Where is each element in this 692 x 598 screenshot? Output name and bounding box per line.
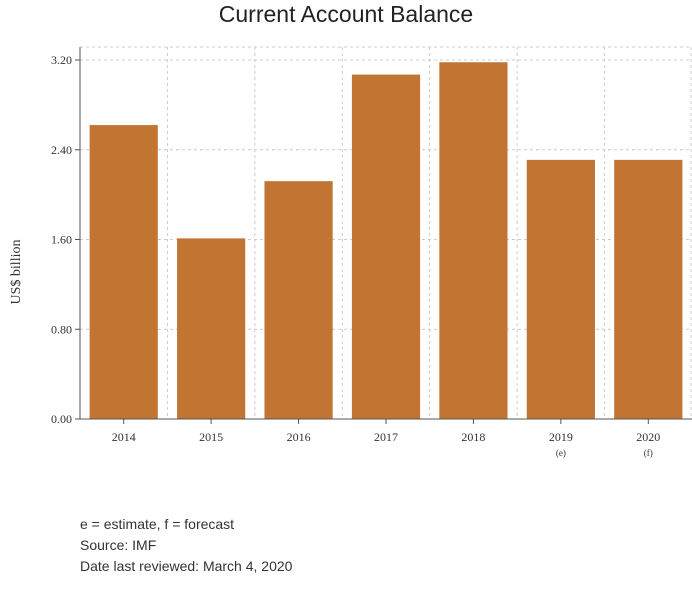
x-tick-note: (e)	[556, 448, 566, 458]
chart-title: Current Account Balance	[218, 1, 474, 27]
footnotes: e = estimate, f = forecast Source: IMF D…	[80, 514, 292, 577]
bar-2017	[351, 74, 421, 419]
y-tick-label: 1.60	[51, 233, 72, 247]
bar-chart: 0.000.801.602.403.20 2014 2015 2016 2017 201…	[9, 46, 692, 458]
bars	[89, 62, 683, 420]
bar-2018	[439, 62, 508, 420]
bar-2020	[614, 159, 683, 420]
x-tick-label: 2018	[461, 430, 485, 444]
bar-2016	[264, 181, 333, 419]
x-tick-labels: 2014 2015 2016 2017 2018 2019 (e) 2020 (f)	[112, 419, 660, 458]
y-axis-label: US$ billion	[9, 240, 24, 305]
x-tick-label: 2015	[199, 430, 223, 444]
y-tick-labels: 0.00 0.80 1.60 2.40 3.20	[51, 53, 72, 426]
y-tick-label: 0.00	[51, 412, 72, 426]
estimate-forecast-note: e = estimate, f = forecast	[80, 516, 235, 532]
y-tick-label: 3.20	[51, 53, 72, 67]
source-note: Source: IMF	[80, 537, 157, 553]
bar-2019	[526, 159, 595, 420]
x-tick-label: 2016	[287, 430, 311, 444]
y-tick-label: 2.40	[51, 143, 72, 157]
x-tick-label: 2019	[549, 430, 573, 444]
date-reviewed-note: Date last reviewed: March 4, 2020	[80, 558, 293, 574]
bar-2014	[89, 125, 158, 419]
x-tick-note: (f)	[644, 448, 653, 458]
x-tick-label: 2017	[374, 430, 398, 444]
x-tick-label: 2020	[636, 430, 660, 444]
y-tick-label: 0.80	[51, 322, 72, 336]
bar-2015	[177, 238, 246, 419]
x-tick-label: 2014	[112, 430, 136, 444]
